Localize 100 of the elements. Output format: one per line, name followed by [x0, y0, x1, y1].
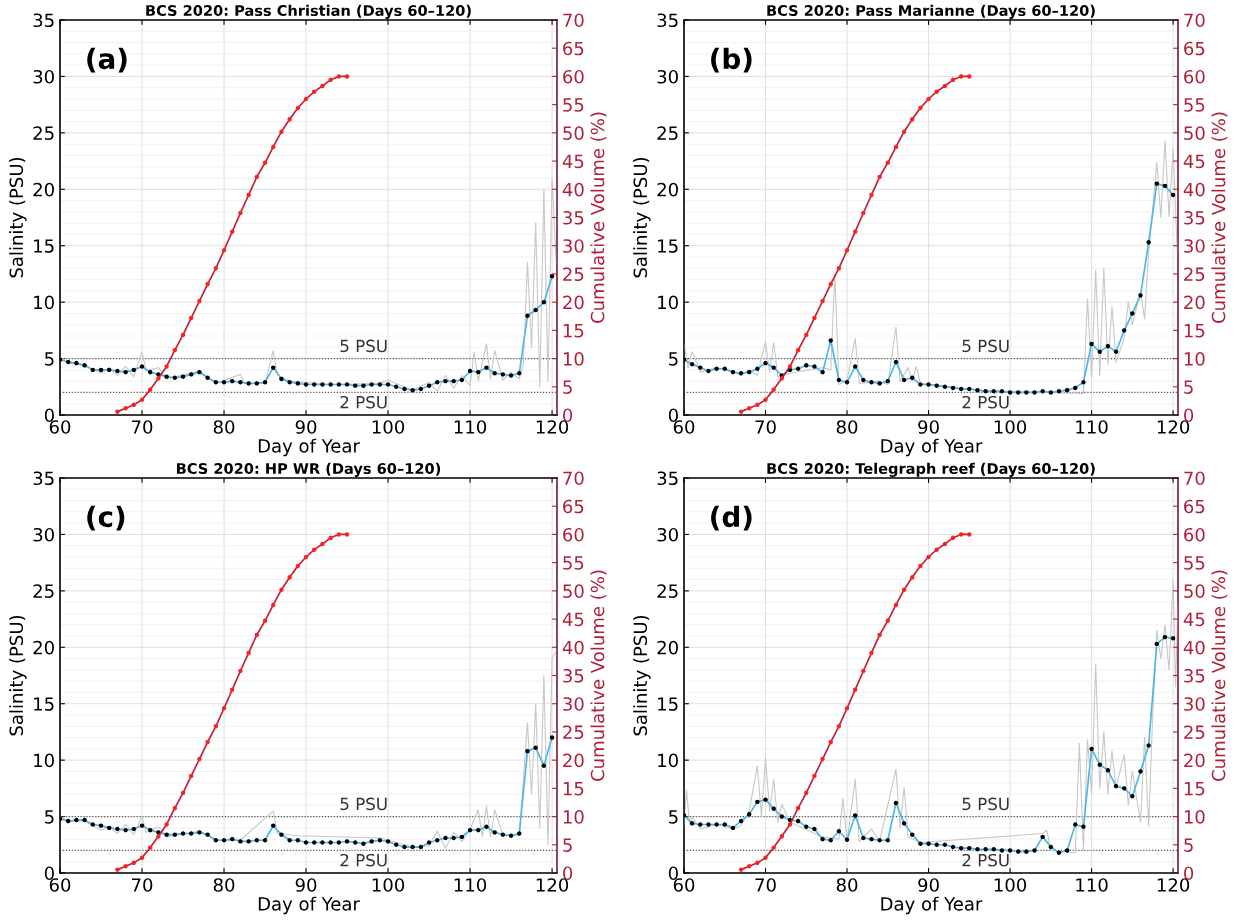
y-tick-label: 25 [33, 126, 54, 140]
y2-tick-label: 70 [563, 13, 584, 28]
ref-line-label: 2 PSU [962, 395, 1009, 409]
y2-tick-label: 5 [1184, 380, 1193, 394]
y2-tick-label: 70 [563, 471, 584, 486]
y2-tick-label: 35 [1184, 668, 1205, 683]
y2-tick-label: 50 [1184, 584, 1205, 598]
y2-tick-label: 35 [1184, 210, 1205, 225]
x-axis-title: Day of Year [881, 438, 983, 457]
y-tick-label: 20 [33, 182, 54, 197]
x-tick-label: 100 [994, 878, 1027, 892]
y2-tick-label: 65 [563, 41, 584, 56]
y-tick-label: 0 [44, 408, 54, 423]
y-tick-label: 15 [34, 239, 54, 253]
x-tick-label: 110 [1076, 420, 1108, 434]
y2-tick-label: 10 [1184, 352, 1205, 366]
y-tick-label: 20 [657, 640, 678, 655]
ref-line-label: 2 PSU [340, 853, 387, 867]
y2-tick-label: 20 [1184, 295, 1205, 310]
y-tick-label: 35 [33, 471, 54, 486]
y-tick-label: 30 [657, 69, 678, 84]
y-axis-title: Salinity (PSU) [633, 157, 651, 278]
ref-line-label: 2 PSU [340, 395, 387, 409]
y2-tick-label: 65 [1184, 41, 1205, 56]
x-tick-label: 100 [372, 878, 405, 892]
y2-axis-title: Cumulative Volume (%) [590, 570, 607, 781]
y2-tick-label: 45 [562, 612, 584, 627]
y2-tick-label: 60 [563, 527, 584, 542]
x-tick-label: 60 [673, 878, 695, 892]
y2-tick-label: 5 [563, 380, 572, 394]
x-tick-label: 60 [49, 420, 71, 434]
annotation: (a) [87, 47, 127, 73]
ref-line-label: 5 PSU [340, 797, 387, 811]
x-tick-label: 90 [295, 420, 317, 434]
y2-tick-label: 15 [563, 782, 584, 796]
y-tick-label: 10 [658, 295, 678, 310]
y-tick-label: 0 [44, 866, 54, 881]
y2-tick-label: 40 [562, 640, 584, 655]
x-tick-label: 80 [213, 420, 235, 434]
y2-tick-label: 65 [563, 499, 584, 514]
line-series [60, 177, 557, 393]
ref-line-label: 2 PSU [962, 853, 1009, 867]
y2-tick-label: 25 [1184, 725, 1205, 740]
x-tick-label: 80 [836, 878, 858, 892]
x-tick-label: 70 [755, 420, 776, 434]
y-tick-label: 25 [657, 126, 678, 140]
y2-tick-label: 70 [1184, 471, 1205, 486]
y-tick-label: 5 [669, 352, 678, 366]
x-tick-label: 100 [994, 420, 1027, 434]
ref-line-label: 5 PSU [340, 339, 387, 353]
y2-tick-label: 10 [563, 810, 584, 824]
x-tick-label: 70 [755, 878, 776, 892]
y2-tick-label: 15 [563, 324, 584, 338]
x-tick-label: 70 [132, 878, 153, 892]
ref-line-label: 5 PSU [962, 339, 1009, 353]
y-tick-label: 5 [669, 810, 678, 824]
y2-tick-label: 65 [1184, 499, 1205, 514]
y2-tick-label: 25 [563, 267, 584, 282]
y2-tick-label: 45 [1183, 154, 1205, 169]
y2-tick-label: 10 [1184, 810, 1205, 824]
x-tick-label: 60 [49, 878, 71, 892]
y-tick-label: 20 [657, 182, 678, 197]
y-tick-label: 5 [45, 810, 54, 824]
y2-tick-label: 45 [1183, 612, 1205, 627]
y-tick-label: 15 [658, 239, 678, 253]
y-tick-label: 30 [657, 527, 678, 542]
x-tick-label: 90 [295, 878, 317, 892]
y2-tick-label: 0 [563, 408, 573, 423]
y2-tick-label: 55 [1184, 98, 1205, 112]
y-tick-label: 5 [45, 352, 54, 366]
annotation: (d) [711, 505, 752, 531]
chart-title: BCS 2020: Pass Christian (Days 60–120) [146, 4, 471, 19]
x-tick-label: 100 [372, 420, 405, 434]
y2-tick-label: 10 [563, 352, 584, 366]
y2-tick-label: 35 [563, 210, 584, 225]
y2-tick-label: 30 [1184, 239, 1205, 253]
y-tick-label: 15 [658, 697, 678, 711]
y-tick-label: 0 [668, 408, 678, 423]
x-tick-label: 60 [673, 420, 695, 434]
y2-axis-title: Cumulative Volume (%) [1211, 570, 1228, 781]
x-tick-label: 110 [454, 420, 487, 434]
chart-title: BCS 2020: HP WR (Days 60–120) [177, 462, 441, 477]
x-axis-title: Day of Year [258, 896, 360, 915]
y2-tick-label: 45 [562, 154, 584, 169]
y-tick-label: 0 [668, 866, 678, 881]
x-axis-title: Day of Year [258, 438, 360, 457]
y-tick-label: 25 [657, 584, 678, 598]
x-tick-label: 90 [918, 878, 939, 892]
y-axis-title: Salinity (PSU) [9, 615, 27, 736]
x-tick-label: 110 [454, 878, 487, 892]
y-tick-label: 20 [33, 640, 54, 655]
x-axis-title: Day of Year [881, 896, 983, 915]
x-tick-label: 120 [1157, 878, 1190, 892]
x-tick-label: 110 [1076, 878, 1108, 892]
y2-tick-label: 55 [1184, 556, 1205, 570]
line-series [60, 651, 557, 850]
y2-tick-label: 0 [1184, 408, 1194, 423]
y2-tick-label: 60 [1184, 69, 1205, 84]
y2-tick-label: 0 [563, 866, 573, 881]
x-tick-label: 80 [836, 420, 858, 434]
